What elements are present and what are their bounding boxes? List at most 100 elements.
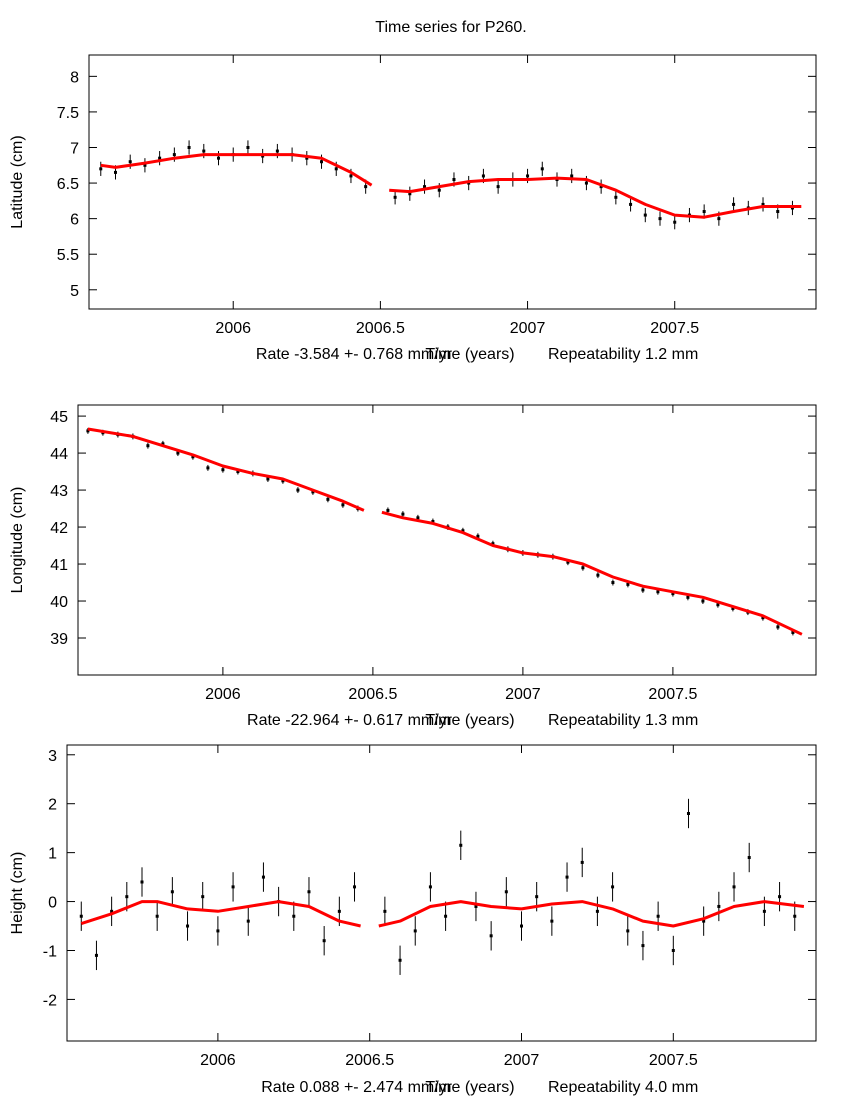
- data-point: [540, 167, 544, 171]
- data-point: [201, 895, 205, 899]
- data-point: [686, 595, 690, 599]
- data-point: [550, 919, 554, 923]
- observation-point: [305, 151, 309, 166]
- data-point: [94, 953, 98, 957]
- data-point: [776, 210, 780, 214]
- data-point: [311, 490, 315, 494]
- data-point: [431, 520, 435, 524]
- data-point: [686, 811, 690, 815]
- data-point: [793, 914, 797, 918]
- y-tick-label: 2: [48, 797, 57, 814]
- observation-point: [550, 906, 554, 936]
- observation-point: [140, 867, 144, 897]
- model-fit-line: [389, 176, 802, 219]
- observation-point: [673, 215, 677, 230]
- observation-point: [231, 872, 235, 902]
- x-tick-label: 2007: [510, 320, 546, 337]
- observation-point: [778, 881, 782, 912]
- data-point: [99, 167, 103, 171]
- observation-point: [776, 623, 780, 630]
- data-point: [476, 534, 480, 538]
- observation-point: [326, 496, 330, 503]
- data-point: [216, 929, 220, 933]
- data-point: [658, 217, 662, 221]
- observation-point: [701, 598, 705, 604]
- data-point: [481, 174, 485, 178]
- observation-point: [732, 872, 736, 902]
- observation-point: [504, 877, 508, 907]
- y-tick-label: 5.5: [57, 247, 79, 264]
- data-point: [143, 163, 147, 167]
- data-point: [673, 220, 677, 224]
- data-point: [206, 466, 210, 470]
- observation-point: [383, 896, 387, 927]
- data-point: [580, 860, 584, 864]
- data-point: [595, 909, 599, 913]
- data-point: [641, 944, 645, 948]
- y-tick-label: 0: [48, 895, 57, 912]
- data-point: [461, 529, 465, 533]
- rate-label: Rate 0.088 +- 2.474 mm/yr: [261, 1079, 452, 1096]
- figure-title: Time series for P260.: [375, 19, 526, 36]
- data-point: [158, 156, 162, 160]
- x-tick-label: 2007: [505, 686, 541, 703]
- observation-point: [322, 926, 326, 956]
- y-axis-label: Height (cm): [9, 852, 26, 935]
- observation-point: [614, 190, 618, 205]
- observation-point: [292, 901, 296, 931]
- data-point: [489, 934, 493, 938]
- x-axis-label: Time (years): [425, 346, 514, 363]
- data-point: [246, 919, 250, 923]
- x-tick-label: 2006: [200, 1052, 236, 1069]
- x-tick-label: 2007.5: [649, 1052, 698, 1069]
- data-point: [79, 914, 83, 918]
- observation-point: [474, 891, 478, 922]
- panel-1: 2006 2006.5 2007 2007.5 8 7.5 7 6.5 6 5.5 5 Latitud…: [9, 54, 817, 363]
- data-point: [584, 181, 588, 185]
- observation-point: [641, 586, 645, 593]
- rate-label: Rate -3.584 +- 0.768 mm/yr: [256, 346, 453, 363]
- observation-point: [246, 140, 250, 155]
- data-point: [491, 542, 495, 546]
- data-point: [778, 895, 782, 899]
- data-point: [128, 160, 132, 164]
- data-point: [716, 603, 720, 607]
- x-tick-label: 2006: [215, 320, 251, 337]
- y-tick-label: 40: [50, 594, 68, 611]
- data-point: [322, 939, 326, 943]
- observation-point: [629, 197, 633, 212]
- data-point: [643, 213, 647, 217]
- x-tick-label: 2006.5: [348, 686, 397, 703]
- data-point: [172, 153, 176, 157]
- y-tick-label: 5: [70, 283, 79, 300]
- y-tick-label: 8: [70, 69, 79, 86]
- observation-point: [408, 186, 412, 201]
- data-point: [747, 856, 751, 860]
- observation-point: [671, 935, 675, 966]
- data-point: [296, 488, 300, 492]
- observation-point: [540, 161, 544, 176]
- data-point: [423, 185, 427, 189]
- observation-point: [393, 190, 397, 205]
- plot-frame: [77, 404, 817, 676]
- y-tick-label: -2: [43, 992, 57, 1009]
- data-point: [231, 885, 235, 889]
- data-point: [611, 885, 615, 889]
- observation-point: [261, 862, 265, 892]
- observation-point: [155, 901, 159, 931]
- model-fit-line: [80, 900, 361, 928]
- y-tick-label: 41: [50, 557, 68, 574]
- data-point: [305, 156, 309, 160]
- observation-point: [596, 572, 600, 579]
- data-point: [732, 202, 736, 206]
- data-point: [656, 590, 660, 594]
- data-point: [474, 904, 478, 908]
- x-tick-label: 2006.5: [356, 320, 405, 337]
- data-point: [732, 885, 736, 889]
- observation-point: [599, 179, 603, 194]
- observation-point: [341, 501, 345, 508]
- observation-point: [146, 442, 150, 449]
- model-fit-line: [381, 510, 803, 636]
- observation-point: [221, 466, 225, 473]
- model-fit-line: [100, 153, 373, 187]
